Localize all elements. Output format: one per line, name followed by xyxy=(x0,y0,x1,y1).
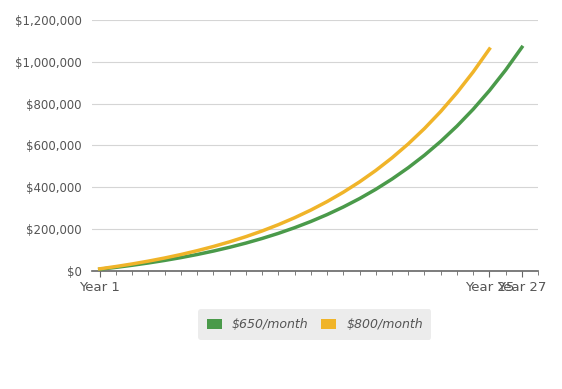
Legend: $650/month, $800/month: $650/month, $800/month xyxy=(198,310,432,340)
